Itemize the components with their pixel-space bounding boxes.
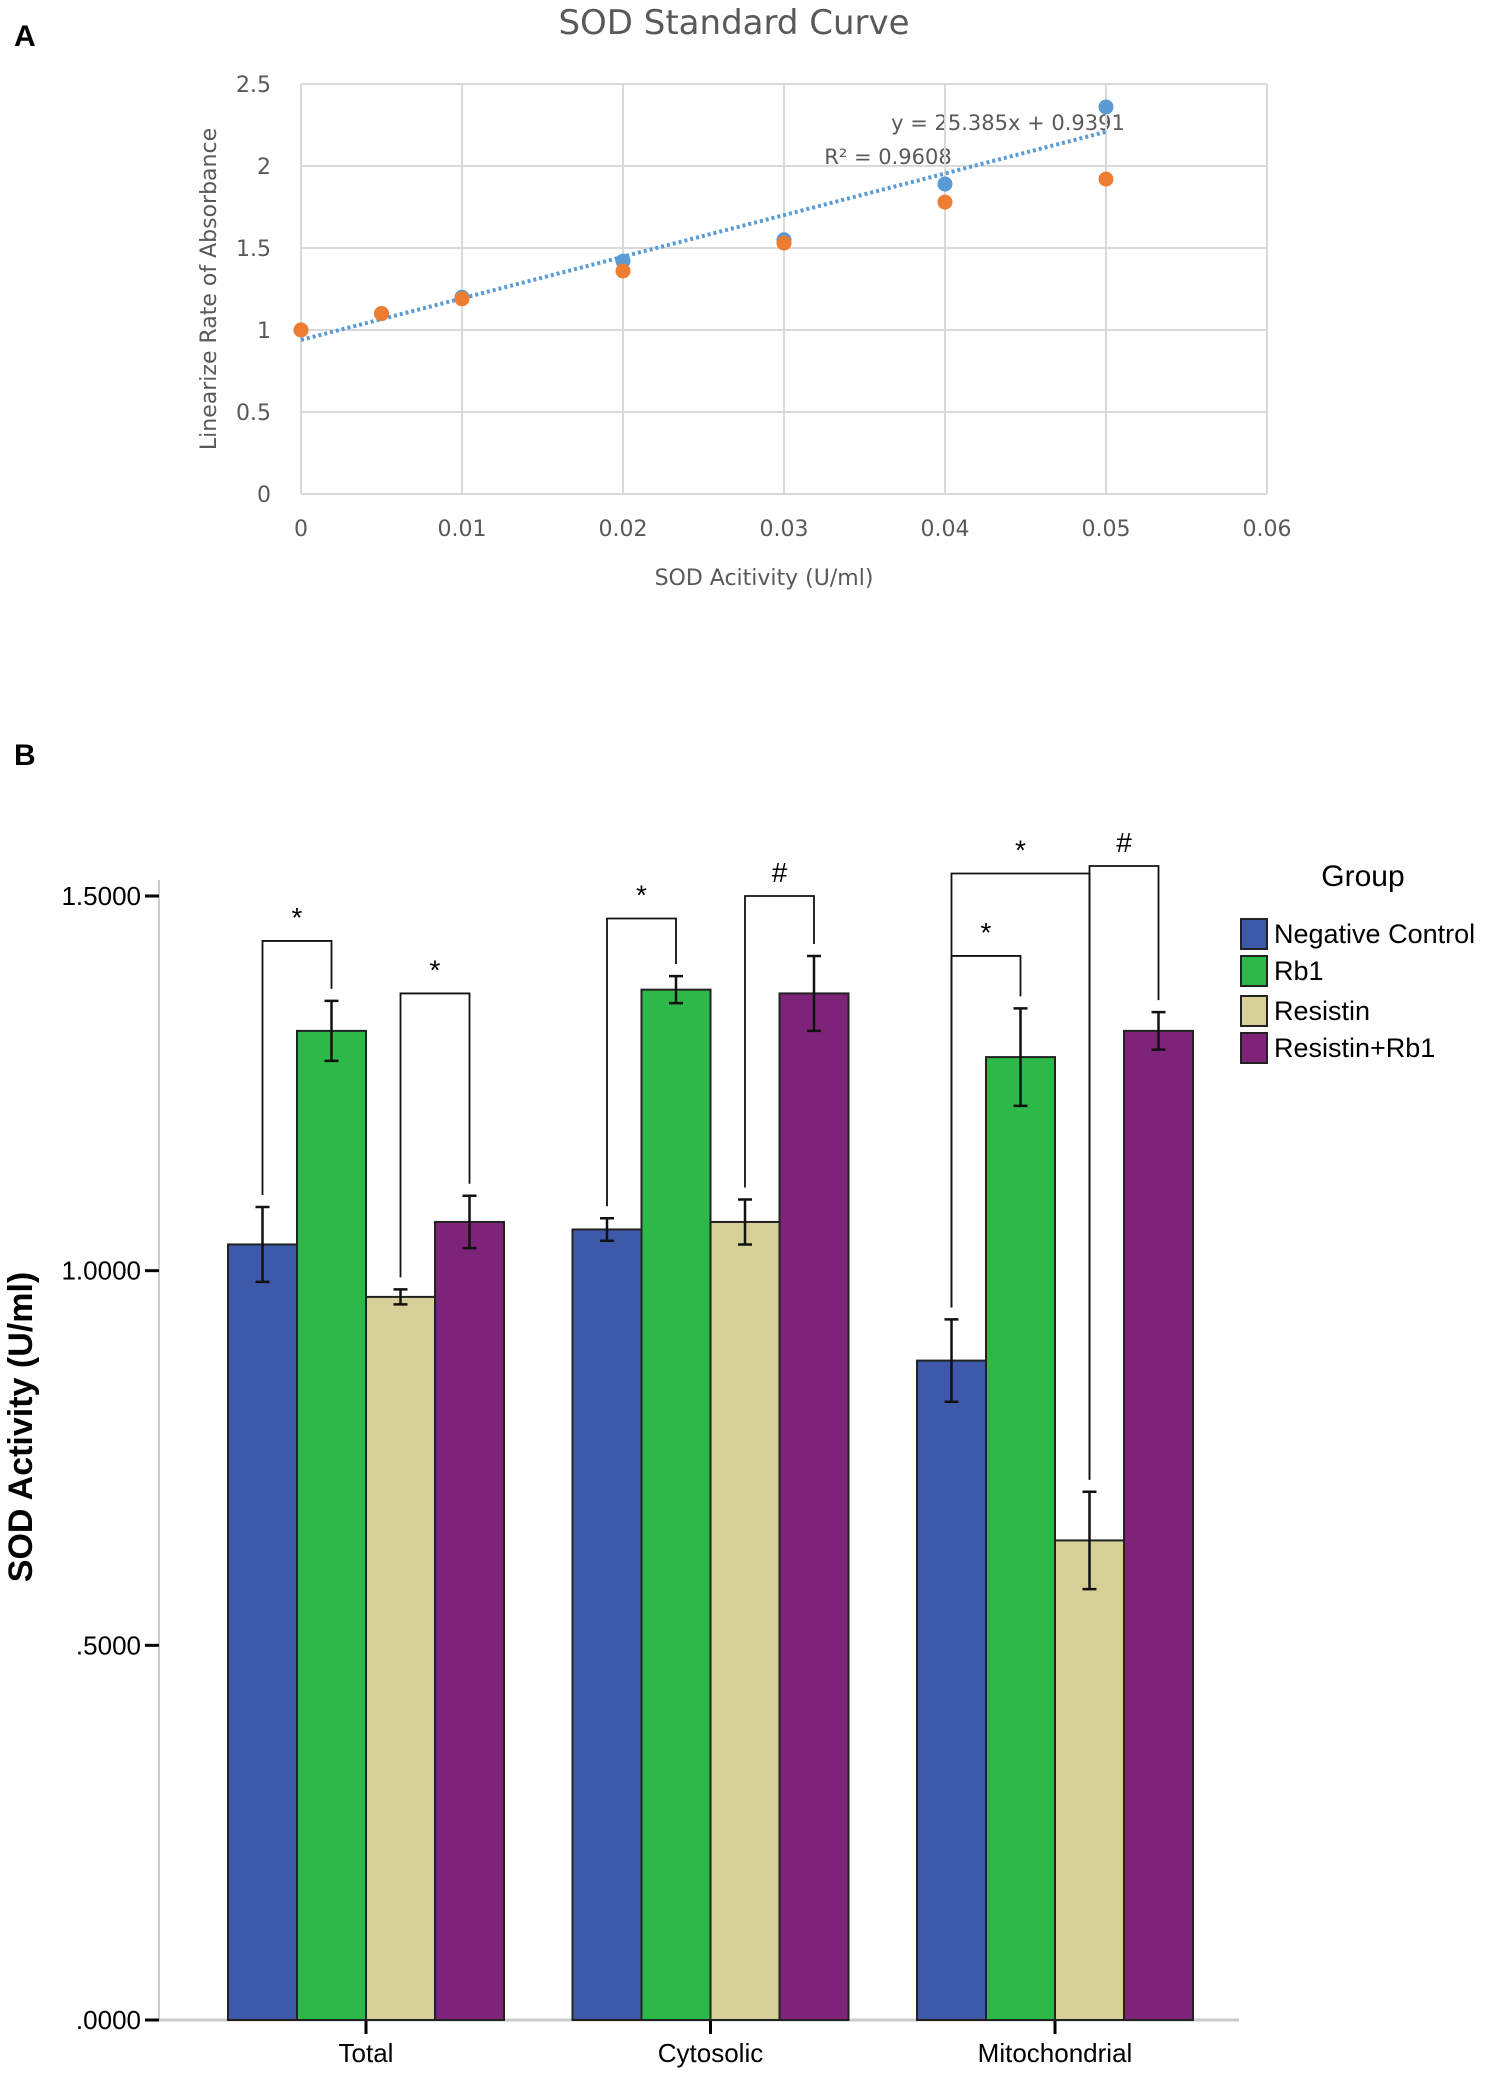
bar-negative-control [227,1243,298,2021]
chart-a-title: SOD Standard Curve [558,3,909,43]
y-tick-label: .0000 [76,2005,141,2035]
y-tick-label: 0.5 [236,401,271,426]
y-tick-label: 0 [257,483,271,508]
bar-negative-control [916,1359,987,2021]
legend-label: Negative Control [1274,919,1475,949]
data-point-series-2 [1098,171,1114,187]
error-bar [1013,1007,1028,1108]
x-tick-label: Total [339,2038,394,2068]
x-tick-label: 0.01 [438,517,487,542]
significance-bracket [950,955,1022,1308]
sod-standard-curve-chart: SOD Standard Curve SOD Acitivity (U/ml) … [197,3,1291,591]
legend-title: Group [1321,860,1404,893]
significance-marker: # [772,857,788,888]
error-bar [1082,1490,1097,1591]
y-tick-label: 1 [257,319,271,344]
trendline [300,129,1107,342]
bar-rb1 [640,988,712,2022]
panel-label-b: B [14,739,36,772]
legend-label: Resistin+Rb1 [1274,1033,1435,1063]
x-tick-label: 0.05 [1082,517,1131,542]
significance-bracket [399,992,471,1278]
error-bar [738,1198,752,1246]
bar-rb1 [296,1029,367,2021]
significance-marker: # [1116,827,1132,858]
x-tick-label: 0.02 [599,517,648,542]
error-bar [462,1194,477,1250]
bar-negative-control [571,1228,643,2022]
bar-resistin-rb1 [434,1220,505,2021]
x-tick-label: Cytosolic [658,2038,763,2068]
data-point-series-2 [454,291,470,307]
legend-label: Resistin [1274,996,1370,1026]
x-tick-label: 0.06 [1243,517,1292,542]
error-bar [600,1216,614,1242]
data-point-series-1 [1098,99,1114,115]
error-bar [1151,1010,1166,1051]
x-tick-label: Mitochondrial [978,2038,1133,2068]
significance-bracket [1088,865,1160,1480]
chart-a-ylabel: Linearize Rate of Absorbance [197,128,222,450]
data-point-series-1 [937,176,953,192]
legend-swatch [1240,955,1268,987]
error-bar [255,1205,270,1284]
bar-rb1 [985,1056,1056,2021]
y-tick-label: 2 [257,155,271,180]
error-bar [807,954,821,1033]
bar-resistin [365,1295,436,2021]
panel-label-a: A [14,20,36,53]
legend-swatch [1240,995,1268,1027]
data-point-series-2 [374,306,389,322]
bar-resistin-rb1 [778,992,850,2021]
data-point-series-2 [293,322,309,338]
significance-marker: * [292,902,303,933]
significance-marker: * [430,954,441,985]
significance-marker: * [981,917,992,948]
y-tick-label: .5000 [76,1630,141,1660]
bar-resistin [1054,1539,1125,2021]
y-tick-label: 1.5000 [61,881,141,911]
x-tick-label: 0 [294,517,308,542]
chart-b-ylabel: SOD Activity (U/ml) [2,1272,40,1582]
legend-swatch [1240,1032,1268,1064]
y-tick-label: 1.5 [236,237,271,262]
significance-marker: * [1015,835,1026,866]
error-bar [944,1318,959,1404]
significance-bracket [606,917,677,1207]
significance-marker: * [636,879,647,910]
sod-activity-bar-chart: SOD Activity (U/ml) Group .0000 .5000 1.00… [2,827,1475,2068]
legend-swatch [1240,918,1268,950]
error-bar [669,974,683,1005]
chart-a-xlabel: SOD Acitivity (U/ml) [655,566,874,591]
error-bar [393,1288,408,1306]
bar-resistin-rb1 [1123,1029,1194,2021]
data-point-series-2 [615,263,631,279]
x-tick-label: 0.03 [760,517,809,542]
trendline-equation: y = 25.385x + 0.9391 [891,111,1125,135]
significance-bracket [744,895,815,1188]
error-bar [324,999,339,1063]
data-point-series-2 [776,235,792,251]
significance-bracket [261,940,333,1195]
data-point-series-2 [937,194,953,210]
y-tick-label: 1.0000 [61,1256,141,1286]
bar-resistin [709,1220,781,2021]
y-tick-label: 2.5 [236,73,271,98]
legend-label: Rb1 [1274,956,1324,986]
x-tick-label: 0.04 [921,517,970,542]
